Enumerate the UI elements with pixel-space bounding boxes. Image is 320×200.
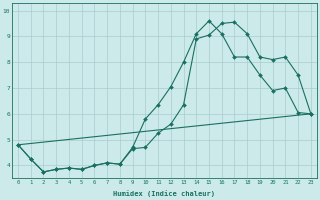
X-axis label: Humidex (Indice chaleur): Humidex (Indice chaleur) — [114, 190, 215, 197]
